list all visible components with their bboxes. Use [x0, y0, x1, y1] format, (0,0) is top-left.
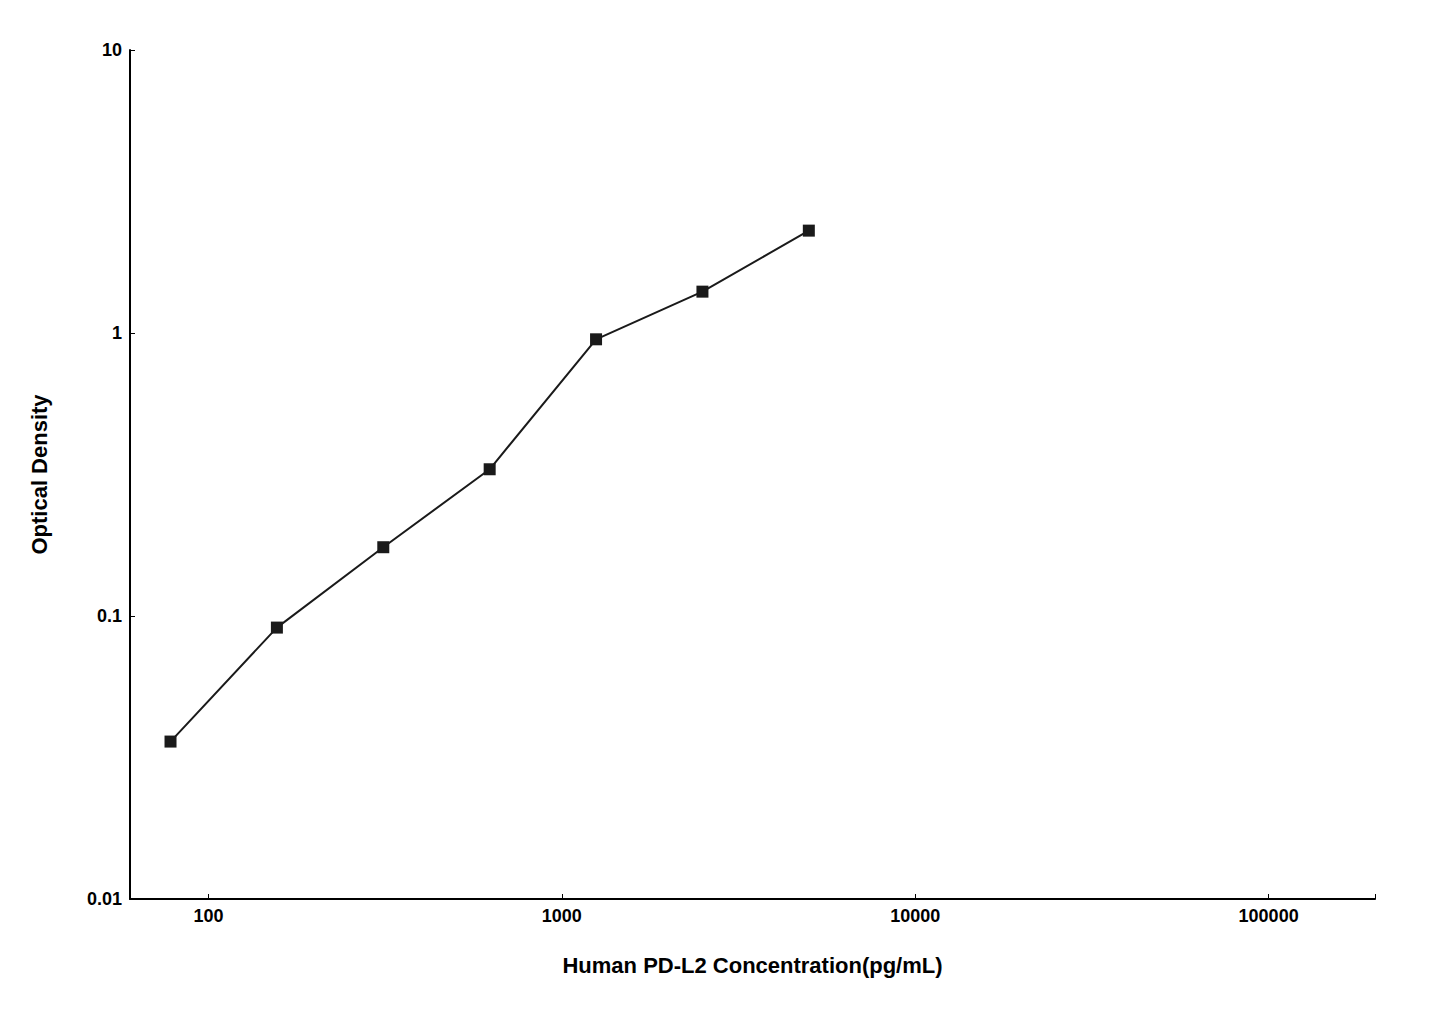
svg-text:Human PD-L2 Concentration(pg/m: Human PD-L2 Concentration(pg/mL) — [562, 953, 942, 978]
svg-text:10: 10 — [102, 40, 122, 60]
svg-text:100000: 100000 — [1239, 906, 1299, 926]
svg-text:Optical Density: Optical Density — [27, 394, 52, 555]
svg-text:1: 1 — [112, 323, 122, 343]
svg-text:100: 100 — [193, 906, 223, 926]
svg-text:1000: 1000 — [542, 906, 582, 926]
svg-text:10000: 10000 — [890, 906, 940, 926]
svg-text:0.01: 0.01 — [87, 889, 122, 909]
svg-text:0.1: 0.1 — [97, 606, 122, 626]
